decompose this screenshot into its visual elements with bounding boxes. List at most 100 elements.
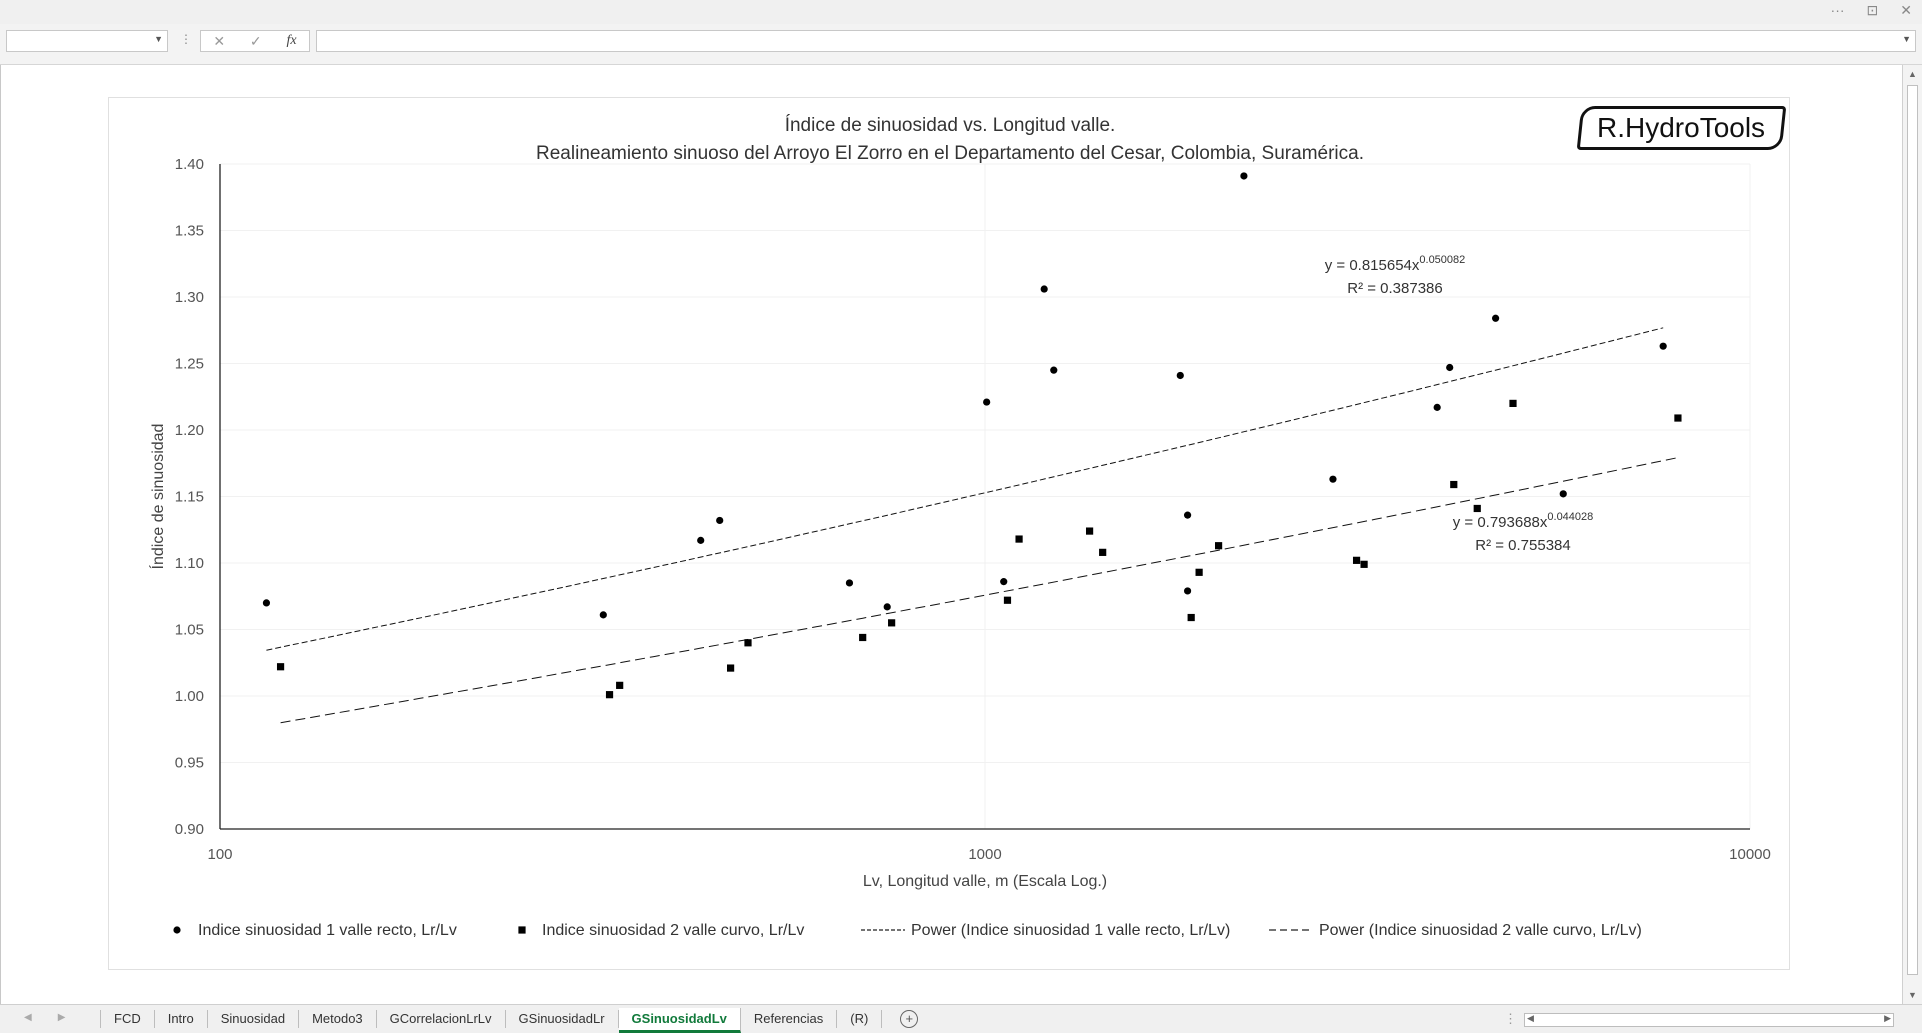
data-point-series-1 xyxy=(1183,587,1192,595)
data-point-series-2 xyxy=(1195,568,1203,576)
vertical-scrollbar[interactable]: ▲ ▼ xyxy=(1902,65,1922,1004)
legend-label-trend-1: Power (Indice sinuosidad 1 valle recto, … xyxy=(911,922,1230,939)
y-tick-label: 1.40 xyxy=(175,156,204,173)
name-box[interactable]: ▼ xyxy=(6,30,168,52)
trendline-2 xyxy=(280,457,1679,724)
data-point-series-2 xyxy=(276,663,285,671)
data-point-series-1 xyxy=(1050,366,1058,374)
sheet-tab-gcorrelacionlrlv[interactable]: GCorrelacionLrLv xyxy=(377,1010,506,1028)
sheet-tab-r[interactable]: (R) xyxy=(837,1010,883,1028)
insert-function-icon[interactable]: fx xyxy=(286,33,297,48)
data-point-series-2 xyxy=(859,633,867,642)
sheet-nav: ◀ ▶ xyxy=(24,1012,65,1023)
data-point-series-1 xyxy=(1659,342,1667,350)
restore-icon[interactable]: ⊡ xyxy=(1866,1,1879,18)
data-point-series-2 xyxy=(744,639,752,647)
sheet-tab-gsinuosidadlv[interactable]: GSinuosidadLv xyxy=(618,1007,741,1033)
add-sheet-icon[interactable]: + xyxy=(900,1010,919,1028)
y-tick-label: 1.25 xyxy=(175,356,204,373)
trendline-equation-1: y = 0.815654x0.050082 xyxy=(1325,254,1466,274)
chart-title: Índice de sinuosidad vs. Longitud valle. xyxy=(784,115,1116,136)
x-tick-label: 1000 xyxy=(968,846,1001,863)
legend-label-series-2: Indice sinuosidad 2 valle curvo, Lr/Lv xyxy=(542,922,804,939)
data-point-series-2 xyxy=(727,664,735,672)
data-point-series-1 xyxy=(1040,285,1048,293)
data-point-series-2 xyxy=(1674,414,1682,422)
x-tick-label: 100 xyxy=(207,846,232,863)
sheet-tabs-bar: ◀ ▶ FCD Intro Sinuosidad Metodo3 GCorrelacio… xyxy=(0,1004,1922,1033)
sheet-tab-gsinuosidadlr[interactable]: GSinuosidadLr xyxy=(506,1010,619,1028)
data-point-series-1 xyxy=(599,611,607,619)
y-tick-label: 1.10 xyxy=(175,555,204,572)
legend-label-series-1: Indice sinuosidad 1 valle recto, Lr/Lv xyxy=(198,922,457,939)
scroll-down-icon[interactable]: ▼ xyxy=(1908,990,1917,1000)
data-point-series-2 xyxy=(616,681,624,689)
data-point-series-2 xyxy=(1003,596,1012,604)
data-point-series-1 xyxy=(716,516,724,525)
cancel-icon[interactable]: ✕ xyxy=(213,32,226,49)
scroll-thumb[interactable] xyxy=(1907,85,1918,975)
sheet-tab-fcd[interactable]: FCD xyxy=(100,1010,155,1028)
y-axis-label: Índice de sinuosidad xyxy=(148,424,167,570)
enter-icon[interactable]: ✓ xyxy=(249,32,262,49)
chevron-down-icon[interactable]: ▼ xyxy=(154,34,163,44)
trendline-r2-2: R² = 0.755384 xyxy=(1475,537,1571,554)
formula-input[interactable]: ▼ xyxy=(316,30,1916,52)
expand-formula-icon[interactable]: ▼ xyxy=(1902,34,1911,44)
sheet-tabs: FCD Intro Sinuosidad Metodo3 GCorrelacionLrL… xyxy=(100,1005,919,1033)
data-point-series-1 xyxy=(1240,172,1248,180)
data-point-series-1 xyxy=(1446,363,1454,372)
tab-split-icon[interactable]: ⋮ xyxy=(1504,1011,1517,1026)
data-point-series-2 xyxy=(1214,542,1223,550)
data-point-series-2 xyxy=(1352,556,1361,564)
data-point-series-1 xyxy=(983,398,991,406)
y-tick-label: 1.00 xyxy=(175,688,204,705)
data-point-series-2 xyxy=(1360,560,1368,568)
sheet-tab-metodo3[interactable]: Metodo3 xyxy=(299,1010,377,1028)
data-point-series-2 xyxy=(888,619,896,627)
data-point-series-1 xyxy=(1176,371,1184,380)
close-icon[interactable]: ✕ xyxy=(1900,1,1912,18)
sheet-tab-referencias[interactable]: Referencias xyxy=(741,1010,838,1028)
data-point-series-1 xyxy=(1329,475,1337,483)
data-point-series-1 xyxy=(1559,490,1567,498)
data-point-series-1 xyxy=(1183,511,1192,519)
sheet-tab-sinuosidad[interactable]: Sinuosidad xyxy=(208,1010,300,1028)
data-point-series-2 xyxy=(1085,527,1094,535)
chart[interactable]: Índice de sinuosidad vs. Longitud valle.… xyxy=(108,97,1790,970)
data-point-series-1 xyxy=(1433,403,1441,411)
next-sheet-icon[interactable]: ▶ xyxy=(57,1012,66,1023)
title-bar: ··· ⊡ ✕ xyxy=(0,0,1922,24)
more-options-icon[interactable]: ··· xyxy=(1830,2,1845,18)
data-point-series-2 xyxy=(605,691,614,699)
legend-marker-circle xyxy=(173,926,181,934)
x-tick-label: 10000 xyxy=(1729,846,1771,863)
data-point-series-2 xyxy=(1099,548,1107,556)
scroll-left-icon[interactable]: ◀ xyxy=(1527,1013,1534,1023)
y-tick-label: 1.05 xyxy=(175,622,204,639)
formula-buttons: ✕ ✓ fx xyxy=(200,30,310,52)
x-axis-label: Lv, Longitud valle, m (Escala Log.) xyxy=(863,873,1107,890)
data-point-series-1 xyxy=(1000,578,1008,586)
h-scroll-thumb[interactable] xyxy=(1539,1015,1869,1025)
data-point-series-1 xyxy=(845,579,854,587)
y-tick-label: 1.20 xyxy=(175,422,204,439)
prev-sheet-icon[interactable]: ◀ xyxy=(24,1012,32,1023)
data-point-series-1 xyxy=(262,599,271,607)
formula-bar: ▼ ⋮ ✕ ✓ fx ▼ xyxy=(0,24,1922,65)
y-tick-label: 0.90 xyxy=(175,821,204,838)
trendline-r2-1: R² = 0.387386 xyxy=(1347,280,1443,297)
y-tick-label: 1.30 xyxy=(175,289,204,306)
scroll-up-icon[interactable]: ▲ xyxy=(1908,69,1917,79)
data-point-series-1 xyxy=(1492,314,1500,322)
y-tick-label: 0.95 xyxy=(175,755,204,772)
data-point-series-2 xyxy=(1187,613,1195,622)
sheet-tab-intro[interactable]: Intro xyxy=(155,1010,208,1028)
data-point-series-1 xyxy=(697,536,705,544)
legend-label-trend-2: Power (Indice sinuosidad 2 valle curvo, … xyxy=(1319,922,1642,939)
y-tick-label: 1.35 xyxy=(175,223,204,240)
scroll-right-icon[interactable]: ▶ xyxy=(1884,1013,1891,1023)
horizontal-scrollbar[interactable]: ◀ ▶ xyxy=(1524,1013,1894,1027)
data-point-series-1 xyxy=(883,603,891,611)
y-tick-label: 1.15 xyxy=(175,489,204,506)
